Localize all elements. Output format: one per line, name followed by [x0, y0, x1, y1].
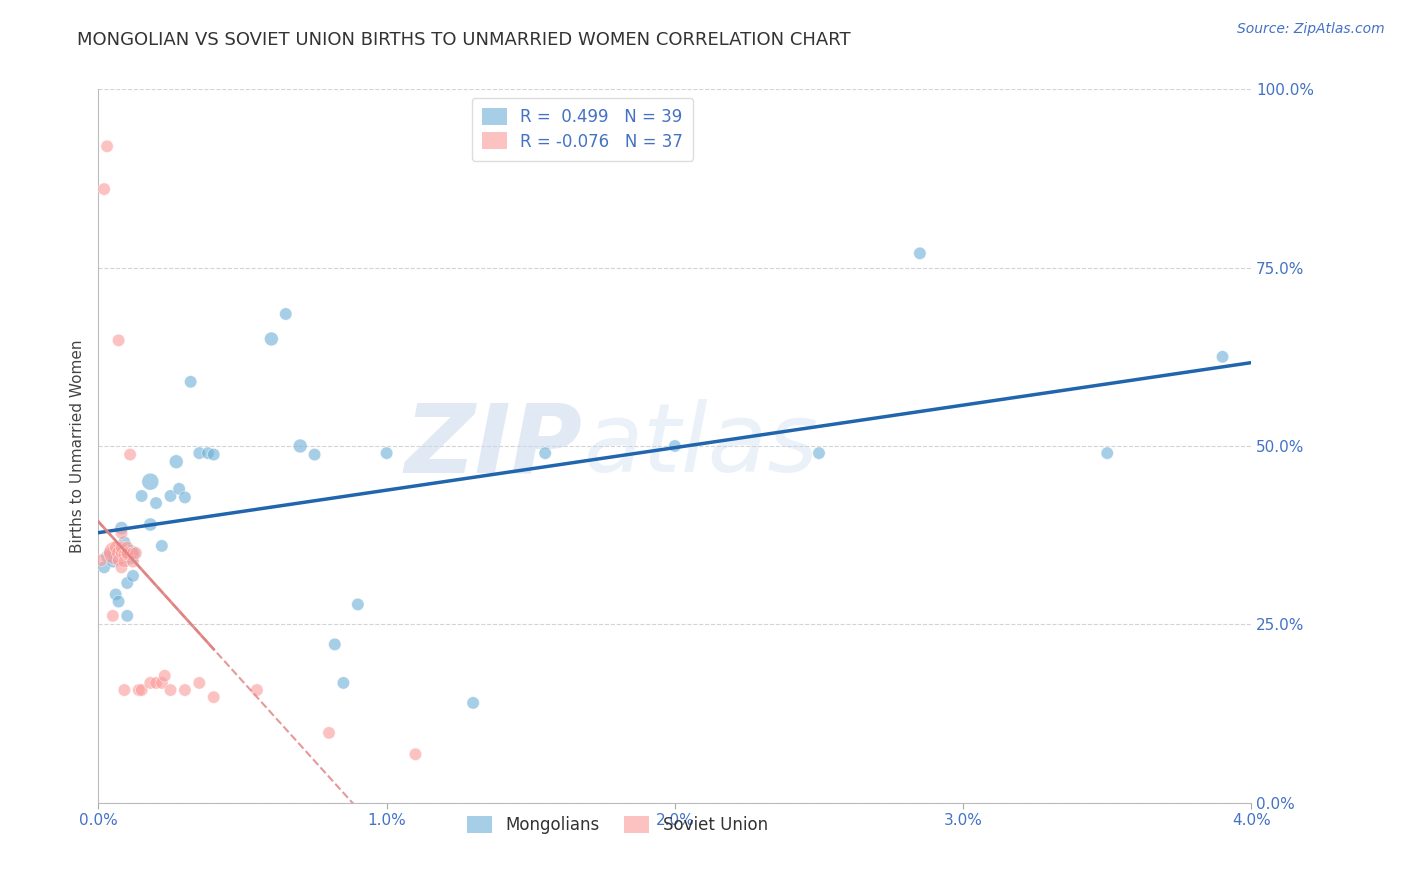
Point: [318, 726, 340, 740]
Point: [332, 676, 354, 690]
Point: [112, 683, 135, 698]
Text: Source: ZipAtlas.com: Source: ZipAtlas.com: [1237, 22, 1385, 37]
Point: [96, 139, 118, 153]
Point: [110, 521, 132, 535]
Point: [145, 676, 167, 690]
Point: [110, 526, 132, 541]
Point: [125, 546, 148, 560]
Point: [461, 696, 484, 710]
Point: [107, 546, 129, 560]
Point: [167, 482, 190, 496]
Point: [131, 683, 153, 698]
Point: [808, 446, 831, 460]
Point: [117, 546, 139, 560]
Point: [107, 553, 129, 567]
Point: [107, 334, 129, 348]
Point: [346, 598, 368, 612]
Point: [117, 576, 139, 591]
Point: [260, 332, 283, 346]
Point: [122, 555, 145, 569]
Point: [93, 182, 115, 196]
Point: [112, 535, 135, 549]
Point: [150, 676, 173, 690]
Point: [122, 569, 145, 583]
Point: [104, 541, 127, 555]
Point: [246, 683, 269, 698]
Point: [202, 448, 225, 462]
Text: MONGOLIAN VS SOVIET UNION BIRTHS TO UNMARRIED WOMEN CORRELATION CHART: MONGOLIAN VS SOVIET UNION BIRTHS TO UNMA…: [77, 31, 851, 49]
Point: [188, 446, 211, 460]
Point: [274, 307, 297, 321]
Point: [304, 448, 326, 462]
Point: [159, 683, 181, 698]
Point: [110, 546, 132, 560]
Point: [159, 489, 181, 503]
Point: [375, 446, 398, 460]
Text: atlas: atlas: [582, 400, 818, 492]
Point: [202, 690, 225, 705]
Point: [117, 548, 139, 562]
Point: [153, 669, 176, 683]
Point: [405, 747, 427, 762]
Point: [908, 246, 931, 260]
Point: [323, 637, 346, 651]
Point: [96, 549, 118, 564]
Point: [104, 587, 127, 601]
Point: [90, 553, 112, 567]
Point: [534, 446, 557, 460]
Point: [104, 546, 127, 560]
Point: [122, 546, 145, 560]
Point: [120, 448, 142, 462]
Point: [197, 446, 219, 460]
Point: [101, 555, 124, 569]
Point: [664, 439, 686, 453]
Point: [93, 560, 115, 574]
Point: [290, 439, 312, 453]
Point: [150, 539, 173, 553]
Point: [180, 375, 202, 389]
Point: [98, 546, 121, 560]
Point: [117, 541, 139, 555]
Point: [1212, 350, 1234, 364]
Y-axis label: Births to Unmarried Women: Births to Unmarried Women: [69, 339, 84, 553]
Point: [117, 608, 139, 623]
Point: [145, 496, 167, 510]
Point: [174, 491, 197, 505]
Point: [112, 555, 135, 569]
Point: [139, 676, 162, 690]
Legend: Mongolians, Soviet Union: Mongolians, Soviet Union: [460, 809, 775, 841]
Point: [112, 548, 135, 562]
Point: [107, 594, 129, 608]
Point: [131, 489, 153, 503]
Point: [174, 683, 197, 698]
Point: [120, 548, 142, 562]
Point: [110, 541, 132, 555]
Text: ZIP: ZIP: [405, 400, 582, 492]
Point: [139, 517, 162, 532]
Point: [128, 683, 150, 698]
Point: [1097, 446, 1119, 460]
Point: [188, 676, 211, 690]
Point: [110, 560, 132, 574]
Point: [139, 475, 162, 489]
Point: [101, 608, 124, 623]
Point: [165, 455, 187, 469]
